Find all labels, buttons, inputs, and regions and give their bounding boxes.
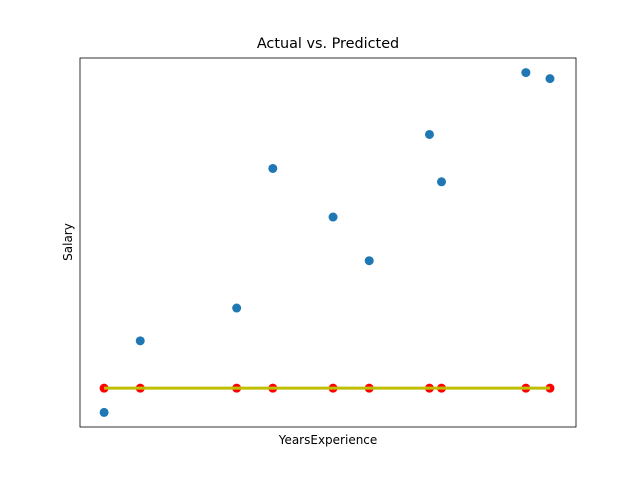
actual-point-2 — [135, 336, 145, 346]
plot-area — [99, 68, 555, 417]
actual-point-10 — [545, 74, 555, 84]
actual-point-8 — [437, 177, 447, 187]
y-axis-label: Salary — [61, 223, 75, 261]
chart-title: Actual vs. Predicted — [257, 36, 399, 52]
axes-frame — [79, 57, 577, 428]
actual-point-4 — [268, 163, 278, 173]
x-axis-label: YearsExperience — [278, 433, 378, 447]
actual-point-9 — [521, 68, 531, 78]
actual-point-5 — [328, 212, 338, 222]
actual-point-1 — [99, 407, 109, 417]
actual-point-7 — [424, 129, 434, 139]
actual-point-6 — [364, 256, 374, 266]
actual-point-3 — [232, 303, 242, 313]
